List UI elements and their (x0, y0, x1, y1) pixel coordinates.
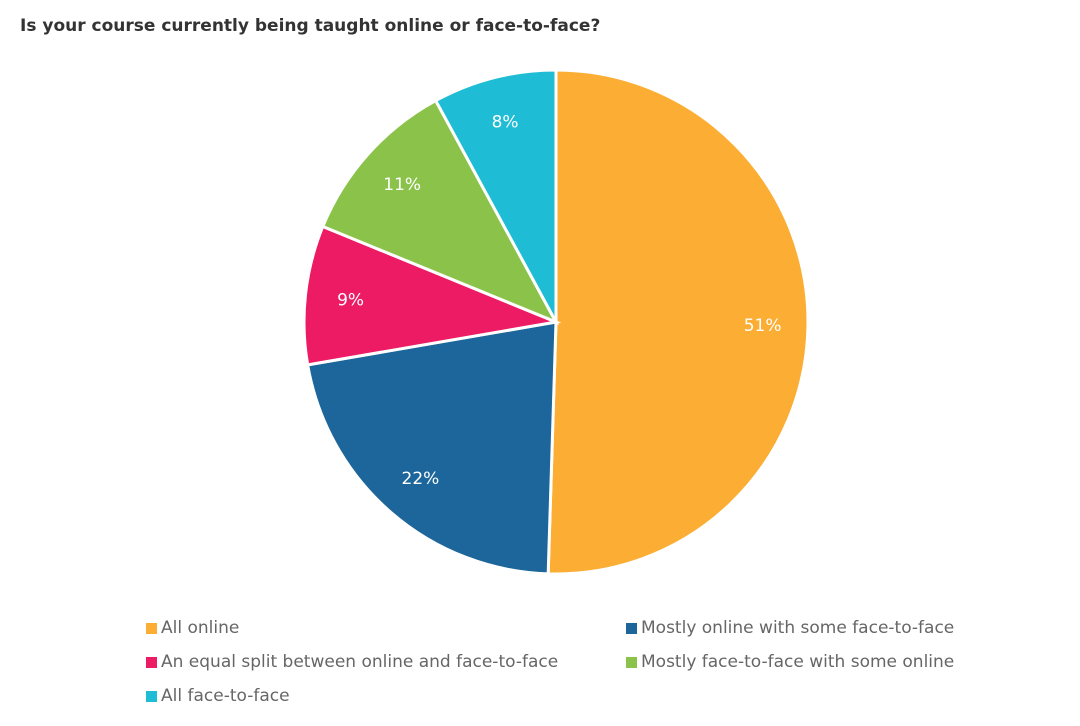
legend-item-0[interactable]: All online (146, 616, 239, 640)
legend-label: All online (161, 618, 240, 638)
pie-slice-3[interactable] (320, 98, 560, 325)
slice-label-4: 8% (492, 113, 519, 133)
pie-slice-1[interactable] (305, 320, 558, 576)
pie-slice-4[interactable] (433, 68, 558, 323)
legend-swatch (146, 656, 157, 668)
slice-label-0: 51% (744, 316, 782, 336)
pie-slice-0[interactable] (546, 68, 810, 576)
chart-title: Is your course currently being taught on… (20, 16, 601, 36)
legend-label: An equal split between online and face-t… (161, 652, 559, 672)
slice-label-3: 11% (383, 175, 421, 195)
legend-label: Mostly face-to-face with some online (641, 652, 955, 672)
slice-label-2: 9% (337, 291, 364, 311)
legend-item-2[interactable]: An equal split between online and face-t… (146, 650, 558, 674)
pie-slice-2[interactable] (302, 224, 562, 367)
legend-item-4[interactable]: All face-to-face (146, 684, 290, 708)
legend-swatch (146, 622, 157, 634)
legend-label: Mostly online with some face-to-face (641, 618, 955, 638)
legend-item-1[interactable]: Mostly online with some face-to-face (626, 616, 954, 640)
slice-label-1: 22% (402, 469, 440, 489)
legend-swatch (626, 656, 637, 668)
legend-label: All face-to-face (161, 686, 290, 706)
legend-swatch (146, 690, 157, 702)
legend-swatch (626, 622, 637, 634)
legend-item-3[interactable]: Mostly face-to-face with some online (626, 650, 954, 674)
